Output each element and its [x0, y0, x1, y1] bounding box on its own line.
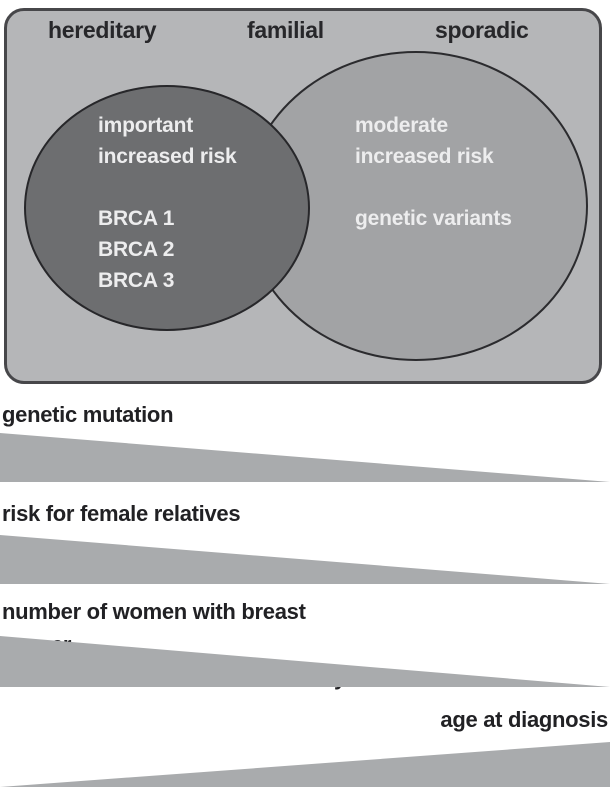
gradient-wedge-decreasing-genetic-mutation	[0, 433, 610, 482]
gradient-wedge-decreasing-number-of-women	[0, 636, 610, 687]
left-ellipse-line: BRCA 2	[98, 238, 175, 261]
left-ellipse-line: important	[98, 114, 194, 137]
wedge-shape	[0, 535, 610, 584]
category-label-sporadic: sporadic	[435, 17, 529, 43]
gradient-label-age-at-diagnosis: age at diagnosis	[440, 707, 608, 732]
left-ellipse-line	[98, 172, 236, 203]
right-ellipse-text: moderate increased risk genetic variants	[355, 110, 512, 234]
wedge-shape	[0, 433, 610, 482]
gradient-wedge-decreasing-risk-female-relatives	[0, 535, 610, 584]
wedge-shape	[0, 742, 610, 787]
venn-left-ellipse-hereditary	[24, 85, 310, 331]
category-label-familial: familial	[247, 17, 324, 43]
left-ellipse-line: BRCA 3	[98, 269, 175, 292]
gradient-wedge-increasing-age-at-diagnosis	[0, 742, 610, 787]
gradient-label-risk-female-relatives: risk for female relatives	[2, 501, 241, 526]
gradient-label-genetic-mutation: genetic mutation	[2, 402, 174, 427]
right-ellipse-line: increased risk	[355, 145, 494, 168]
right-ellipse-line: moderate	[355, 114, 448, 137]
wedge-shape	[0, 636, 610, 687]
right-ellipse-line: genetic variants	[355, 207, 512, 230]
category-label-hereditary: hereditary	[48, 17, 157, 43]
right-ellipse-line	[355, 172, 512, 203]
left-ellipse-line: increased risk	[98, 145, 237, 168]
left-ellipse-text: important increased risk BRCA 1 BRCA 2 B…	[98, 110, 237, 296]
left-ellipse-line: BRCA 1	[98, 207, 175, 230]
